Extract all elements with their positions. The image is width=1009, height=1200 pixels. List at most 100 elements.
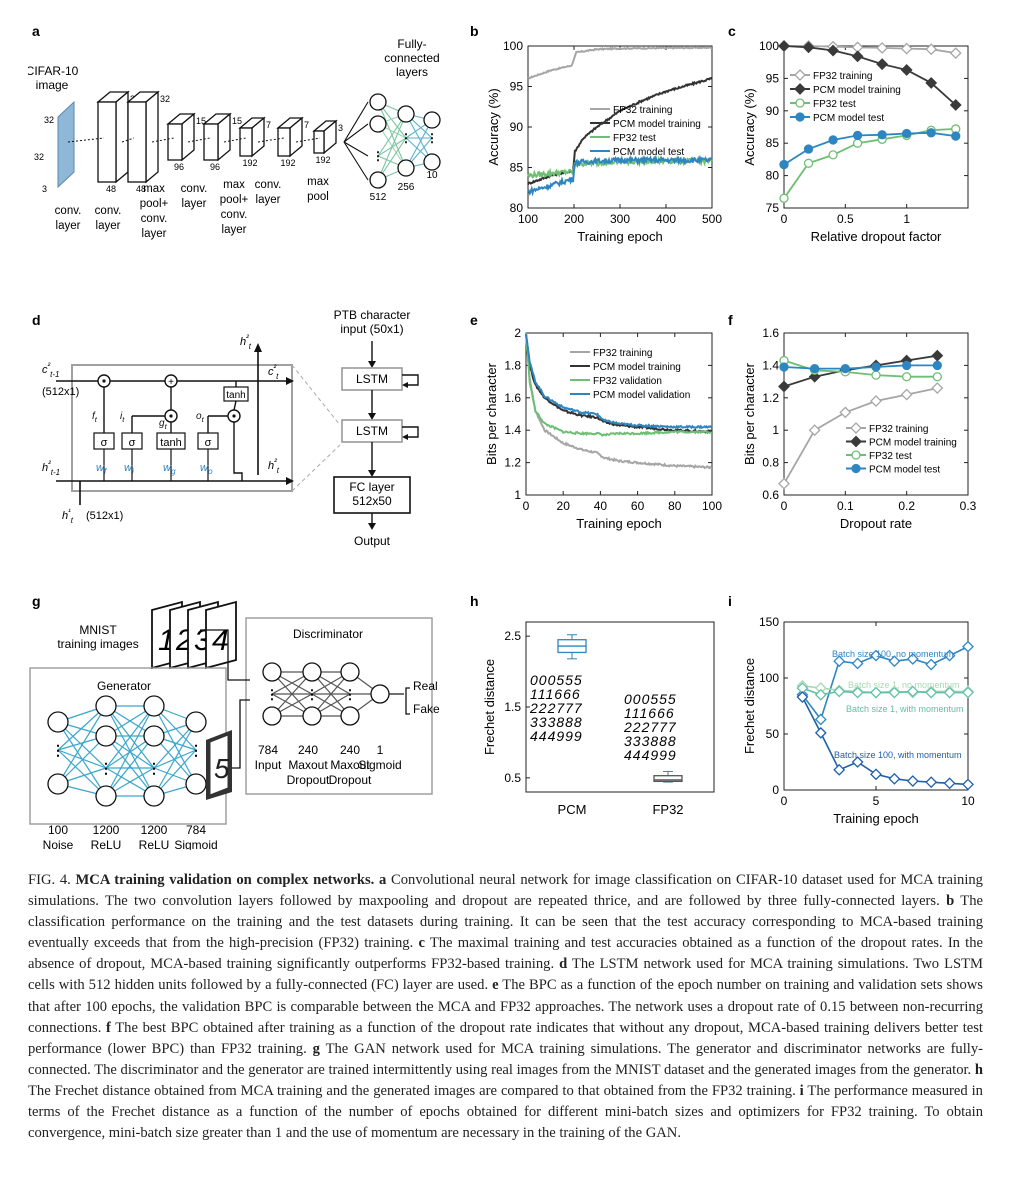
y-tick-label: 95 — [510, 80, 524, 94]
data-point — [932, 372, 942, 382]
data-point — [851, 50, 864, 63]
x-tick-label: 0 — [781, 212, 788, 226]
y-tick-label: 1.5 — [504, 700, 521, 714]
plot-frame — [783, 332, 969, 496]
caption-part: d The LSTM network used for MCA training… — [28, 956, 983, 993]
generated-digits-pcm: 222777 — [529, 700, 583, 716]
gate-var-sub: t — [165, 422, 168, 431]
x-axis-label: Training epoch — [577, 229, 663, 244]
block-label-line: layer — [56, 220, 81, 232]
x-tick-label: 0 — [781, 499, 788, 513]
data-point — [902, 360, 912, 371]
series-line — [525, 333, 713, 430]
block-front — [313, 130, 325, 154]
h-prev-label-sup: ² — [48, 459, 51, 468]
generated-digits-fp32: 333888 — [624, 733, 677, 749]
discriminator-box — [245, 617, 433, 795]
legend-entry: FP32 test — [869, 451, 912, 462]
x-tick-label: 0 — [781, 794, 788, 808]
generator-neuron — [143, 725, 165, 747]
data-point — [962, 778, 974, 791]
h-prev-label-base: h — [42, 462, 48, 474]
weight-label-base: w — [163, 462, 172, 474]
block-front — [127, 101, 147, 183]
block-depth: 15 — [232, 116, 242, 126]
fc-layer-block — [333, 476, 411, 514]
ellipsis-icon: ⋮ — [51, 742, 65, 758]
caption-part: h The Frechet distance obtained from MCA… — [28, 1062, 983, 1099]
discriminator-layer-label: 240 Maxout Dropout — [329, 743, 372, 787]
fc-size: 256 — [398, 182, 415, 193]
block-depth: 7 — [266, 120, 271, 130]
discriminator-neuron — [302, 662, 322, 682]
gate-var-sub: t — [95, 415, 98, 424]
data-point — [931, 382, 944, 394]
caption-part-text: The LSTM network used for MCA training s… — [28, 956, 983, 994]
h-prev-label-sub: t-1 — [51, 468, 60, 477]
block-label-line: max — [223, 179, 245, 191]
real-arrow — [200, 629, 250, 681]
block-channels: 48 — [136, 184, 146, 194]
caption-part-letter: h — [974, 1061, 983, 1078]
gate-label: σ — [129, 437, 136, 449]
generator-title: Generator — [97, 679, 151, 693]
y-tick-label: 100 — [759, 39, 779, 53]
block-label-line: layer — [142, 228, 167, 240]
y-tick-label: 100 — [759, 671, 779, 685]
h-next-label-sup: ² — [274, 457, 277, 466]
series-line — [801, 645, 969, 722]
c-prev-size: (512x1) — [42, 386, 79, 398]
h-out-label: h²t — [240, 333, 252, 351]
data-point — [779, 193, 789, 203]
arrow-head — [286, 377, 294, 385]
data-point — [810, 363, 820, 374]
generator-neuron — [47, 773, 69, 795]
caption-part-letter: g — [312, 1040, 320, 1057]
y-axis-label: Accuracy (%) — [742, 88, 757, 165]
block-label-line: pool — [307, 191, 329, 203]
panel-label: f — [728, 312, 733, 328]
y-tick-label: 1.6 — [762, 326, 779, 340]
block-depth: 32 — [160, 94, 170, 104]
data-point — [808, 424, 821, 437]
y-tick-label: 0.5 — [504, 771, 521, 785]
fc-edge — [405, 119, 433, 169]
h-out-label-sub: t — [249, 342, 252, 351]
h1-label-sub: t — [71, 516, 74, 525]
weight-label: wf — [96, 462, 107, 476]
ellipsis-icon: ⋮ — [344, 687, 357, 702]
series-line — [525, 332, 713, 437]
ellipsis-icon: ⋮ — [147, 760, 161, 776]
panel-label: g — [32, 593, 41, 609]
x-axis-label: Dropout rate — [840, 516, 912, 531]
generated-digits-pcm: 000555 — [530, 672, 583, 688]
data-point — [833, 763, 846, 776]
caption-part-letter: a — [379, 872, 387, 888]
data-point — [877, 130, 887, 140]
panel-c-accuracy-dropout-chart: c 0 0.5 1 75 80 85 90 95 100 Relative dropout fac… — [728, 23, 969, 244]
block-label: conv. layer — [95, 205, 122, 232]
mnist-line: training images — [57, 637, 138, 651]
generator-layer-label: 1200 ReLU — [91, 823, 122, 850]
block-channels: 48 — [106, 184, 116, 194]
y-tick-label: 80 — [766, 169, 780, 183]
discriminator-neuron — [302, 706, 322, 726]
c-next-label-sub: t — [276, 372, 279, 381]
ellipsis-icon: ⋮ — [306, 687, 319, 702]
data-point — [839, 406, 852, 419]
box-body — [653, 775, 683, 783]
conv-block: 7 192 conv. layer — [255, 116, 309, 206]
conv-block: 15 96 conv. layer — [181, 112, 242, 210]
weight-label: wo — [200, 462, 213, 476]
fc-neuron — [397, 105, 415, 123]
block-label: conv. layer — [181, 183, 208, 210]
data-point — [778, 40, 790, 52]
block-front — [167, 123, 183, 161]
block-side — [115, 90, 129, 184]
legend-entry: FP32 training — [813, 71, 872, 82]
x-tick-label: 80 — [668, 499, 682, 513]
c-next-label-sup: ² — [274, 363, 277, 372]
block-label-line: max — [143, 183, 165, 195]
generator-layer-label-line: 100 — [48, 823, 68, 837]
